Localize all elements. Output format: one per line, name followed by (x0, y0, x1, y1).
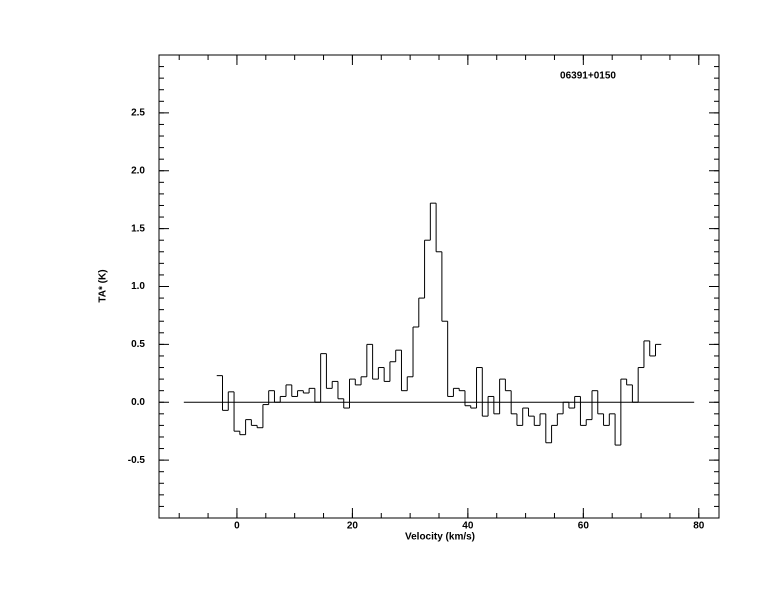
y-axis-label: TA* (K) (98, 269, 109, 302)
x-tick-label: 80 (693, 521, 705, 532)
annotation: 06391+0150 (560, 71, 616, 82)
x-tick-label: 0 (234, 521, 240, 532)
y-tick-label: 0.5 (131, 339, 145, 350)
y-tick-label: 1.0 (131, 281, 145, 292)
x-tick-label: 40 (462, 521, 474, 532)
x-tick-label: 20 (347, 521, 359, 532)
y-tick-label: 0.0 (131, 397, 145, 408)
x-tick-label: 60 (578, 521, 590, 532)
y-tick-label: 1.5 (131, 223, 145, 234)
y-tick-label: 2.0 (131, 165, 145, 176)
y-tick-label: 2.5 (131, 108, 145, 119)
x-axis-label: Velocity (km/s) (405, 532, 475, 543)
y-tick-label: -0.5 (128, 455, 146, 466)
